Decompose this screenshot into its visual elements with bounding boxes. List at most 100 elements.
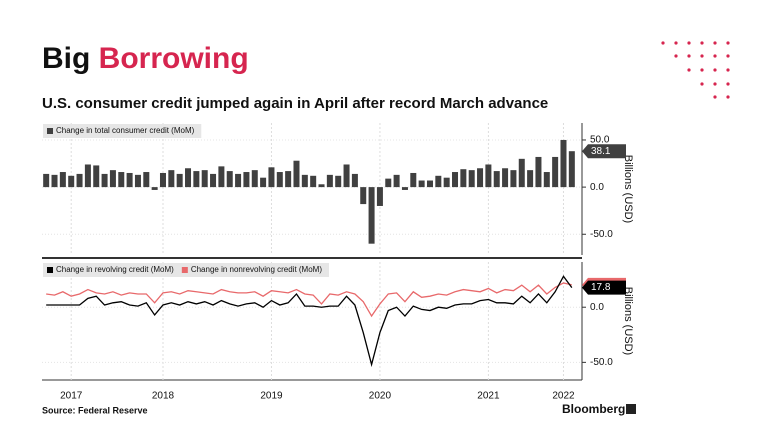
bar [201, 170, 208, 188]
bar [126, 172, 133, 188]
bar [426, 180, 433, 188]
bar [68, 175, 75, 188]
bar [260, 177, 267, 188]
bar [460, 169, 467, 188]
bar [301, 174, 308, 188]
y-axis-label: Billions (USD) [622, 287, 634, 355]
bar [385, 178, 392, 188]
bar [310, 175, 317, 188]
bar [251, 170, 258, 188]
bar [134, 174, 141, 188]
bar [143, 172, 150, 188]
bar [193, 171, 200, 188]
bar [418, 180, 425, 188]
legend: Change in revolving credit (MoM) Change i… [43, 263, 329, 277]
subtitle: U.S. consumer credit jumped again in Apr… [42, 95, 548, 112]
bar [59, 172, 66, 188]
line [46, 275, 573, 368]
legend-swatch [47, 267, 53, 273]
title-part: Big [42, 42, 90, 75]
bar [318, 184, 325, 188]
brand-icon [626, 404, 636, 414]
title-part: Borrowing [99, 42, 249, 75]
x-tick-label: 2022 [552, 391, 575, 402]
bar [360, 187, 367, 205]
bar [210, 173, 217, 188]
bar [335, 175, 342, 188]
bar [218, 166, 225, 188]
value-tag [582, 144, 626, 159]
bar [101, 173, 108, 188]
bar [493, 171, 500, 188]
bar [543, 172, 550, 188]
bar [176, 173, 183, 188]
bar [43, 173, 50, 188]
bar [452, 172, 459, 188]
x-tick-label: 2021 [477, 391, 500, 402]
bar [518, 158, 525, 188]
bar [410, 172, 417, 188]
bar [477, 168, 484, 188]
y-tick-label: -50.0 [590, 229, 613, 240]
value-tag-label: 17.8 [591, 282, 611, 293]
y-axis-label: Billions (USD) [622, 155, 634, 223]
bar [109, 170, 116, 188]
bar [276, 172, 283, 188]
bar [568, 151, 575, 188]
bar [285, 171, 292, 188]
y-tick-label: 50.0 [590, 135, 610, 146]
bar [51, 174, 58, 188]
legend-label: Change in nonrevolving credit (MoM) [191, 265, 323, 274]
brand: Bloomberg [562, 402, 625, 416]
bar [468, 170, 475, 188]
bar [527, 170, 534, 188]
bar [535, 156, 542, 188]
legend-label: Change in total consumer credit (MoM) [56, 126, 195, 135]
bar [118, 172, 125, 188]
bar [151, 187, 158, 190]
bar [168, 170, 175, 188]
decor-dots [661, 41, 730, 99]
bar [343, 164, 350, 188]
bar [401, 187, 408, 190]
bar [159, 172, 166, 188]
legend-swatch [47, 128, 53, 134]
bar [368, 187, 375, 244]
source: Source: Federal Reserve [42, 405, 148, 415]
bar [268, 167, 275, 188]
legend-label: Change in revolving credit (MoM) [56, 265, 174, 274]
bar [502, 168, 509, 188]
value-tag [582, 280, 626, 295]
x-tick-label: 2020 [369, 391, 392, 402]
bar [293, 160, 300, 188]
legend: Change in total consumer credit (MoM) [43, 124, 202, 138]
bar [510, 170, 517, 188]
bar [185, 168, 192, 188]
y-tick-label: -50.0 [590, 357, 613, 368]
x-tick-label: 2018 [152, 391, 175, 402]
value-tag-label: 38.1 [591, 146, 611, 157]
line [46, 282, 572, 318]
bar [552, 156, 559, 188]
bar [84, 164, 91, 188]
x-tick-label: 2019 [260, 391, 283, 402]
bar [435, 175, 442, 188]
bar [393, 174, 400, 188]
bar [326, 174, 333, 188]
x-tick-label: 2017 [60, 391, 83, 402]
legend-bg [43, 124, 202, 138]
bar [93, 165, 100, 188]
title: Big Borrowing [42, 42, 249, 75]
y-tick-label: 0.0 [590, 302, 604, 313]
y-tick-label: 0.0 [590, 182, 604, 193]
bar [226, 171, 233, 188]
bar [560, 139, 567, 188]
legend-swatch [181, 267, 188, 273]
bar [235, 173, 242, 188]
bar [376, 187, 383, 206]
bar [351, 173, 358, 188]
bar [243, 172, 250, 188]
bar [485, 164, 492, 188]
bar [443, 177, 450, 188]
